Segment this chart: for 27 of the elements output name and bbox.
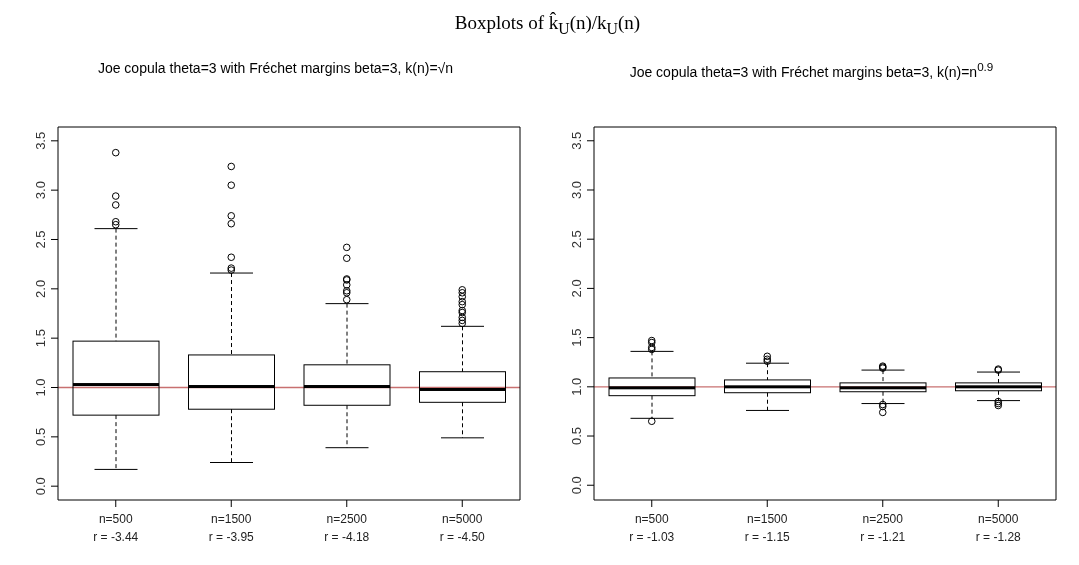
y-tick-label: 1.5 [569, 328, 584, 347]
y-tick-label: 2.0 [33, 279, 48, 298]
x-tick-label: n=1500 r = -1.15 [744, 512, 791, 544]
y-tick-label: 1.0 [33, 378, 48, 397]
y-tick-label: 0.0 [33, 477, 48, 496]
y-tick-label: 1.0 [569, 377, 584, 396]
y-tick-label: 3.5 [33, 131, 48, 150]
x-tick-label: n=500 r = -3.44 [93, 512, 139, 544]
chart-subtitle: Joe copula theta=3 with Fréchet margins beta=3, k(n)=n$^{0.9}$ [628, 60, 995, 80]
chart-title: Boxplots of k̂$_{U}$(n)/k$_{U}$(n) [453, 12, 642, 38]
x-tick-label: n=1500 r = -3.95 [208, 512, 255, 544]
x-tick-label: n=5000 r = -1.28 [975, 512, 1022, 544]
x-tick-label: n=500 r = -1.03 [629, 512, 675, 544]
y-tick-label: 2.5 [569, 230, 584, 249]
y-tick-label: 2.0 [569, 279, 584, 298]
y-tick-label: 0.5 [569, 426, 584, 446]
y-tick-label: 3.0 [569, 180, 584, 200]
x-tick-label: n=5000 r = -4.50 [439, 512, 486, 544]
y-tick-label: 1.5 [33, 329, 48, 348]
y-tick-label: 0.0 [569, 476, 584, 495]
chart-subtitle: Joe copula theta=3 with Fréchet margins beta=3, k(n)=√n [96, 60, 455, 76]
x-tick-label: n=2500 r = -1.21 [860, 512, 906, 544]
y-tick-label: 0.5 [33, 427, 48, 446]
y-tick-label: 3.0 [33, 181, 48, 200]
y-tick-label: 3.5 [569, 131, 584, 150]
x-tick-label: n=2500 r = -4.18 [324, 512, 370, 544]
y-tick-label: 2.5 [33, 230, 48, 249]
